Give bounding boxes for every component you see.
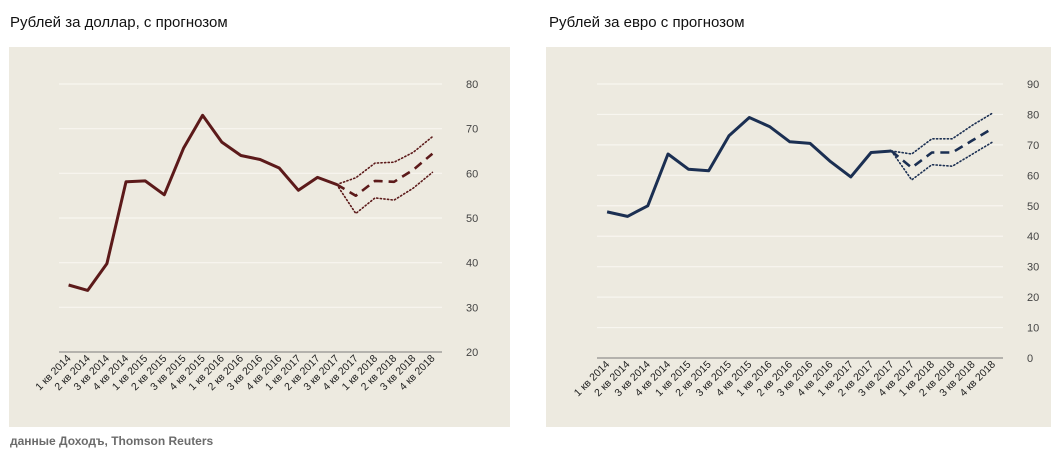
- eur-series-dotted-3: [890, 141, 994, 181]
- eur-series-dashed-1: [890, 126, 994, 169]
- y-tick-label: 90: [1027, 79, 1039, 91]
- eur-chart-title: Рублей за евро с прогнозом: [549, 14, 745, 31]
- usd-series-solid-0: [68, 113, 338, 292]
- y-tick-label: 0: [1027, 353, 1033, 365]
- y-tick-label: 20: [466, 347, 478, 359]
- plot-background: [546, 47, 1051, 427]
- eur-series-solid-0: [606, 116, 892, 218]
- y-tick-label: 50: [466, 213, 478, 225]
- usd-series-dashed-1: [336, 152, 434, 197]
- y-tick-label: 40: [466, 258, 478, 270]
- y-tick-label: 60: [1027, 170, 1039, 182]
- usd-series-dotted-2: [335, 135, 434, 186]
- y-tick-label: 50: [1027, 201, 1039, 213]
- y-tick-label: 70: [466, 124, 478, 136]
- usd-chart-title: Рублей за доллар, с прогнозом: [10, 14, 228, 31]
- y-tick-label: 20: [1027, 292, 1039, 304]
- usd-series-dotted-3: [335, 171, 434, 215]
- y-tick-label: 80: [466, 79, 478, 91]
- y-tick-label: 30: [1027, 262, 1039, 274]
- y-tick-label: 40: [1027, 231, 1039, 243]
- plot-background: [9, 47, 510, 427]
- source-note: данные Доходъ, Thomson Reuters: [10, 434, 214, 448]
- y-tick-label: 10: [1027, 323, 1039, 335]
- y-tick-label: 80: [1027, 109, 1039, 121]
- y-tick-label: 60: [466, 168, 478, 180]
- eur-series-dotted-2: [890, 112, 994, 155]
- y-tick-label: 30: [466, 302, 478, 314]
- y-tick-label: 70: [1027, 140, 1039, 152]
